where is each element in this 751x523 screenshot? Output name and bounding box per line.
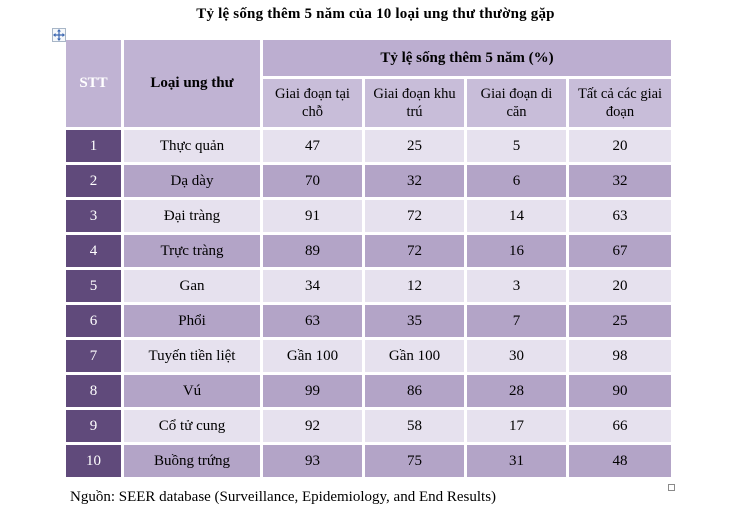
cancer-name-cell: Tuyến tiền liệt [124, 340, 260, 372]
table-resize-handle[interactable] [668, 484, 675, 491]
cancer-name-cell: Vú [124, 375, 260, 407]
value-cell: 6 [467, 165, 566, 197]
stt-cell: 8 [66, 375, 121, 407]
value-cell: 20 [569, 130, 671, 162]
value-cell: 70 [263, 165, 362, 197]
cancer-name-cell: Trực tràng [124, 235, 260, 267]
value-cell: 16 [467, 235, 566, 267]
table-row: 7 Tuyến tiền liệt Gần 100 Gần 100 30 98 [66, 340, 671, 372]
value-cell: 72 [365, 200, 464, 232]
stt-cell: 1 [66, 130, 121, 162]
subheader-all-stages: Tất cả các giai đoạn [569, 79, 671, 127]
cancer-name-cell: Buồng trứng [124, 445, 260, 477]
value-cell: 30 [467, 340, 566, 372]
cancer-name-cell: Phổi [124, 305, 260, 337]
value-cell: 90 [569, 375, 671, 407]
value-cell: 58 [365, 410, 464, 442]
value-cell: 91 [263, 200, 362, 232]
subheader-local-stage: Giai đoạn tại chỗ [263, 79, 362, 127]
page-title: Tỷ lệ sống thêm 5 năm của 10 loại ung th… [196, 6, 555, 22]
value-cell: 63 [263, 305, 362, 337]
value-cell: 47 [263, 130, 362, 162]
header-row-sub: Giai đoạn tại chỗ Giai đoạn khu trú Giai… [66, 79, 671, 127]
table-row: 9 Cổ tử cung 92 58 17 66 [66, 410, 671, 442]
stt-cell: 9 [66, 410, 121, 442]
value-cell: 3 [467, 270, 566, 302]
survival-rate-table: STT Loại ung thư Tỷ lệ sống thêm 5 năm (… [63, 37, 674, 480]
stt-cell: 2 [66, 165, 121, 197]
subheader-metastatic-stage: Giai đoạn di căn [467, 79, 566, 127]
table-row: 6 Phổi 63 35 7 25 [66, 305, 671, 337]
move-icon [53, 29, 65, 41]
header-row-top: STT Loại ung thư Tỷ lệ sống thêm 5 năm (… [66, 40, 671, 127]
stt-cell: 6 [66, 305, 121, 337]
source-note: Nguồn: SEER database (Surveillance, Epid… [70, 489, 497, 505]
value-cell: Gần 100 [263, 340, 362, 372]
stt-column-header: STT [66, 40, 121, 127]
value-cell: 67 [569, 235, 671, 267]
value-cell: 17 [467, 410, 566, 442]
value-cell: 63 [569, 200, 671, 232]
value-cell: Gần 100 [365, 340, 464, 372]
value-cell: 32 [365, 165, 464, 197]
cancer-name-cell: Dạ dày [124, 165, 260, 197]
table-row: 2 Dạ dày 70 32 6 32 [66, 165, 671, 197]
value-cell: 25 [365, 130, 464, 162]
stt-cell: 5 [66, 270, 121, 302]
value-cell: 98 [569, 340, 671, 372]
survival-group-header: Tỷ lệ sống thêm 5 năm (%) [263, 40, 671, 76]
value-cell: 75 [365, 445, 464, 477]
value-cell: 25 [569, 305, 671, 337]
table-row: 4 Trực tràng 89 72 16 67 [66, 235, 671, 267]
value-cell: 89 [263, 235, 362, 267]
table-row: 10 Buồng trứng 93 75 31 48 [66, 445, 671, 477]
value-cell: 34 [263, 270, 362, 302]
cancer-name-cell: Cổ tử cung [124, 410, 260, 442]
value-cell: 28 [467, 375, 566, 407]
table-row: 1 Thực quản 47 25 5 20 [66, 130, 671, 162]
value-cell: 14 [467, 200, 566, 232]
subheader-regional-stage: Giai đoạn khu trú [365, 79, 464, 127]
cancer-name-cell: Gan [124, 270, 260, 302]
value-cell: 99 [263, 375, 362, 407]
cancer-type-column-header: Loại ung thư [124, 40, 260, 127]
stt-cell: 7 [66, 340, 121, 372]
stt-cell: 10 [66, 445, 121, 477]
value-cell: 66 [569, 410, 671, 442]
table-row: 3 Đại tràng 91 72 14 63 [66, 200, 671, 232]
stt-cell: 4 [66, 235, 121, 267]
value-cell: 35 [365, 305, 464, 337]
value-cell: 20 [569, 270, 671, 302]
table-row: 5 Gan 34 12 3 20 [66, 270, 671, 302]
value-cell: 93 [263, 445, 362, 477]
value-cell: 7 [467, 305, 566, 337]
value-cell: 12 [365, 270, 464, 302]
stt-cell: 3 [66, 200, 121, 232]
value-cell: 48 [569, 445, 671, 477]
table-row: 8 Vú 99 86 28 90 [66, 375, 671, 407]
cancer-name-cell: Đại tràng [124, 200, 260, 232]
cancer-name-cell: Thực quản [124, 130, 260, 162]
value-cell: 5 [467, 130, 566, 162]
table-move-handle[interactable] [52, 28, 66, 42]
value-cell: 32 [569, 165, 671, 197]
value-cell: 92 [263, 410, 362, 442]
value-cell: 72 [365, 235, 464, 267]
value-cell: 31 [467, 445, 566, 477]
value-cell: 86 [365, 375, 464, 407]
